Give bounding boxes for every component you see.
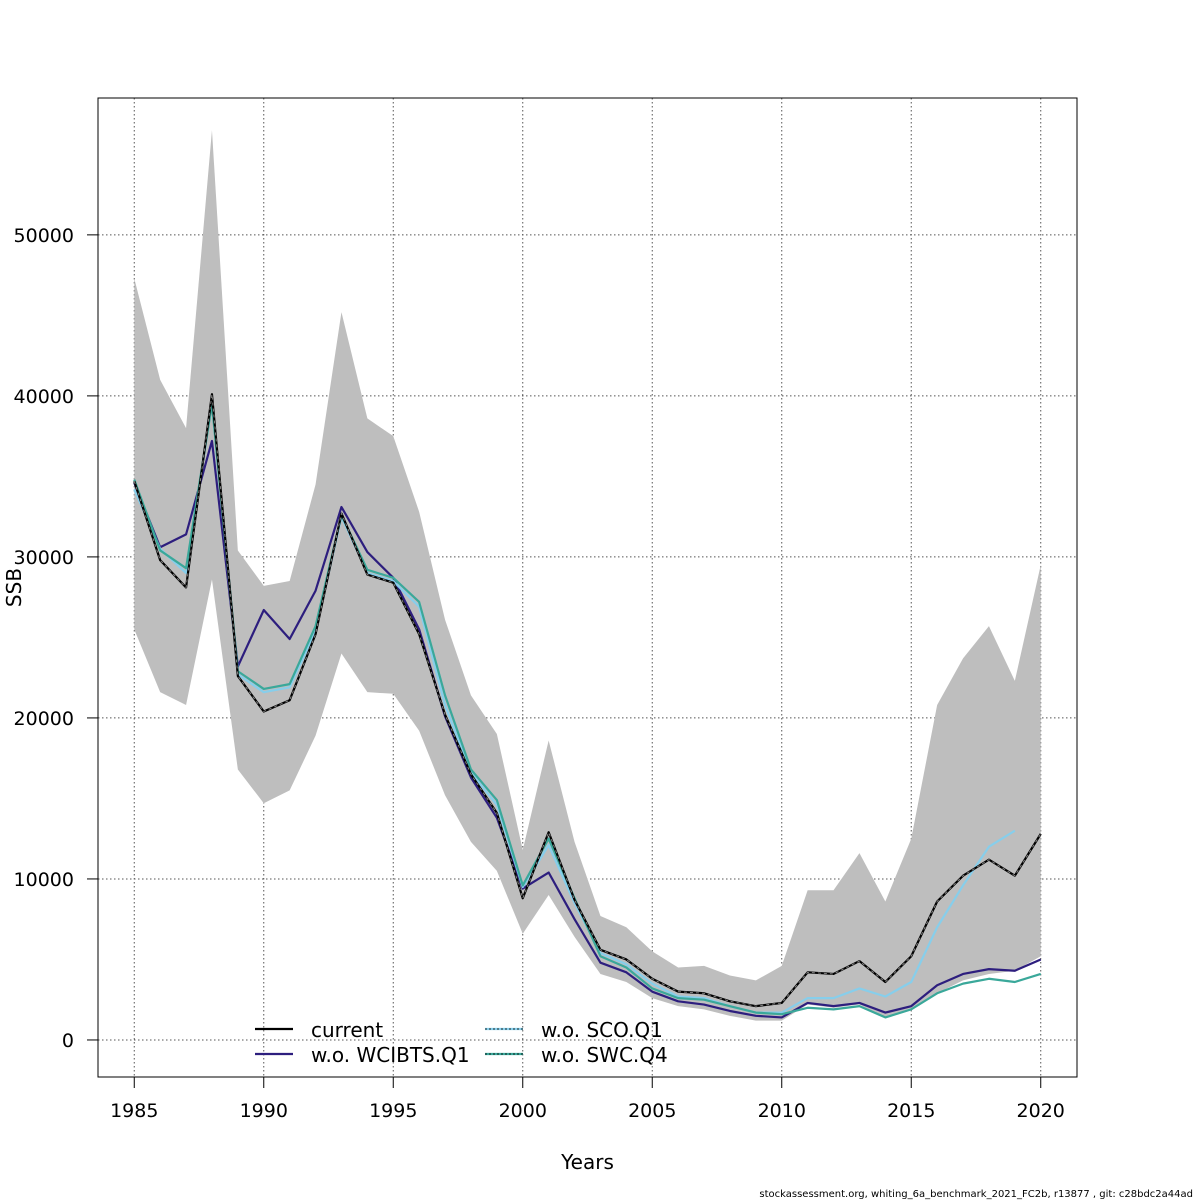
confidence-band <box>134 130 1041 1021</box>
legend-label-1: w.o. WCIBTS.Q1 <box>311 1043 470 1067</box>
x-tick-label-1: 1990 <box>240 1100 288 1122</box>
x-tick-label-3: 2000 <box>499 1100 547 1122</box>
legend-label-0: current <box>311 1018 383 1042</box>
y-tick-label-5: 50000 <box>14 225 74 247</box>
x-tick-label-6: 2015 <box>887 1100 935 1122</box>
y-tick-label-0: 0 <box>62 1030 74 1052</box>
confidence-band-area <box>134 130 1041 1021</box>
x-axis-title: Years <box>560 1150 614 1174</box>
series-line-1 <box>133 439 1042 1019</box>
x-tick-label-0: 1985 <box>110 1100 158 1122</box>
legend-label-2: w.o. SCO.Q1 <box>541 1018 663 1042</box>
y-axis-title: SSB <box>2 568 26 607</box>
legend-label-3: w.o. SWC.Q4 <box>541 1043 668 1067</box>
series-line-0-dash <box>133 394 1042 1007</box>
x-tick-label-4: 2005 <box>628 1100 676 1122</box>
y-tick-label-2: 20000 <box>14 708 74 730</box>
y-tick-label-3: 30000 <box>14 547 74 569</box>
y-tick-label-4: 40000 <box>14 386 74 408</box>
series-line-3 <box>133 402 1042 1019</box>
series-line-2 <box>133 401 1016 1014</box>
footer-credit: stockassessment.org, whiting_6a_benchmar… <box>759 1189 1193 1200</box>
x-tick-label-2: 1995 <box>369 1100 417 1122</box>
x-tick-label-7: 2020 <box>1017 1100 1065 1122</box>
x-tick-label-5: 2010 <box>758 1100 806 1122</box>
series-lines <box>133 393 1042 1019</box>
y-axis: 0 10000 20000 30000 40000 50000 <box>14 225 99 1052</box>
y-tick-label-1: 10000 <box>14 869 74 891</box>
x-axis: 1985 1990 1995 2000 2005 2010 2015 2020 <box>110 1076 1065 1122</box>
